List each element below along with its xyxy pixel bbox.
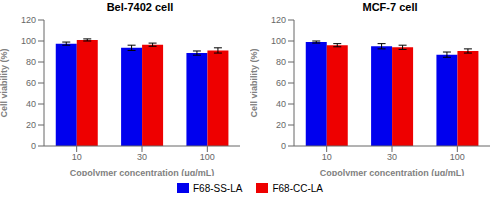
svg-text:30: 30 — [387, 152, 397, 162]
svg-text:80: 80 — [26, 57, 36, 67]
svg-text:40: 40 — [26, 99, 36, 109]
svg-text:60: 60 — [26, 78, 36, 88]
svg-text:20: 20 — [276, 120, 286, 130]
svg-text:100: 100 — [200, 152, 215, 162]
svg-text:80: 80 — [276, 57, 286, 67]
html-text:F68-SS-LA: F68-SS-LA — [193, 182, 243, 194]
svg-text:10: 10 — [72, 152, 82, 162]
svg-text:Copolymer concentration (μg/mL: Copolymer concentration (μg/mL) — [70, 168, 215, 176]
html-text:Bel-7402 cell: Bel-7402 cell — [106, 1, 174, 13]
svg-text:0: 0 — [31, 141, 36, 151]
svg-text:40: 40 — [276, 99, 286, 109]
svg-text:10: 10 — [322, 152, 332, 162]
svg-text:120: 120 — [271, 15, 286, 25]
svg-text:30: 30 — [137, 152, 147, 162]
svg-text:Cell viability (%): Cell viability (%) — [250, 48, 259, 117]
svg-text:100: 100 — [21, 36, 36, 46]
svg-text:100: 100 — [271, 36, 286, 46]
svg-text:100: 100 — [450, 152, 465, 162]
svg-text:0: 0 — [281, 141, 286, 151]
svg-text:Cell viability (%): Cell viability (%) — [8, 48, 9, 117]
svg-text:60: 60 — [276, 78, 286, 88]
html-text:MCF-7 cell: MCF-7 cell — [362, 1, 418, 13]
html-text:F68-CC-LA: F68-CC-LA — [272, 182, 323, 194]
svg-text:120: 120 — [21, 15, 36, 25]
svg-text:20: 20 — [26, 120, 36, 130]
svg-text:Copolymer concentration (μg/mL: Copolymer concentration (μg/mL) — [320, 168, 465, 176]
